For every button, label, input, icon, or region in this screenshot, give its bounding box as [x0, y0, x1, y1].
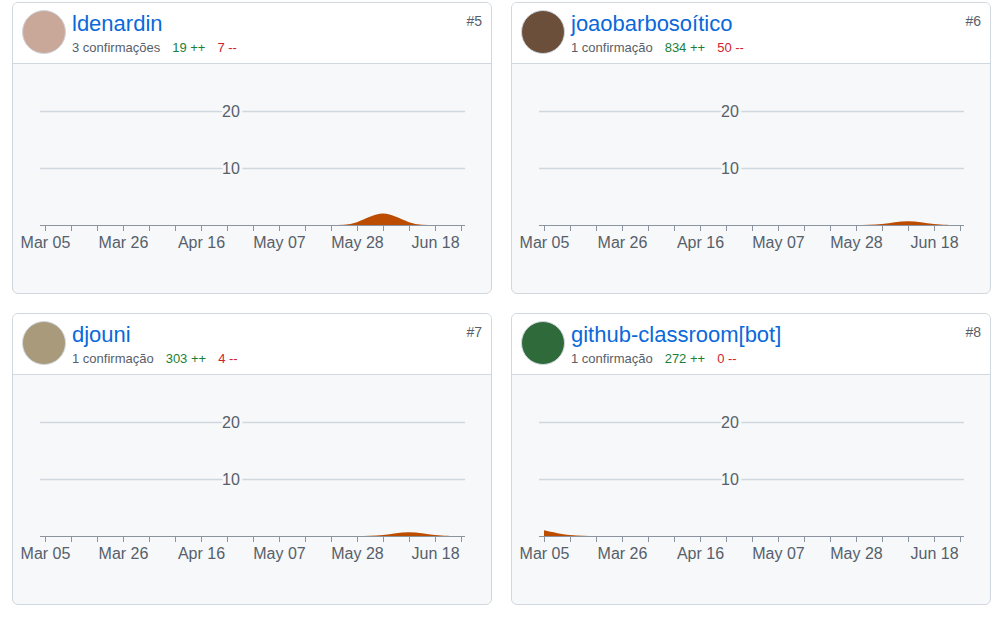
svg-text:Mar 26: Mar 26 [598, 234, 648, 251]
svg-text:Jun 18: Jun 18 [910, 545, 958, 562]
svg-text:20: 20 [721, 414, 739, 431]
svg-text:May 28: May 28 [331, 545, 384, 562]
svg-text:May 28: May 28 [830, 234, 883, 251]
svg-text:10: 10 [222, 160, 240, 177]
html-text:1 confirmação: 1 confirmação [72, 351, 154, 366]
html-text:303 ++: 303 ++ [165, 351, 207, 366]
html-text:ldenardin: ldenardin [72, 11, 163, 36]
svg-text:May 07: May 07 [253, 234, 306, 251]
svg-text:Apr 16: Apr 16 [178, 234, 225, 251]
html-text:19 ++: 19 ++ [172, 40, 206, 55]
svg-text:May 28: May 28 [331, 234, 384, 251]
svg-text:Apr 16: Apr 16 [677, 545, 724, 562]
html-text:7 --: 7 -- [217, 40, 237, 55]
svg-text:Mar 26: Mar 26 [598, 545, 648, 562]
html-text:djouni: djouni [72, 322, 131, 347]
html-text:#8: #8 [965, 324, 981, 340]
html-text:github-classroom[bot]: github-classroom[bot] [571, 322, 782, 347]
svg-text:Mar 05: Mar 05 [520, 234, 570, 251]
html-text:50 --: 50 -- [717, 40, 744, 55]
svg-text:20: 20 [721, 103, 739, 120]
svg-text:May 28: May 28 [830, 545, 883, 562]
html-text:834 ++: 834 ++ [664, 40, 706, 55]
html-text:#7: #7 [466, 324, 482, 340]
html-text:3 confirmações: 3 confirmações [72, 40, 161, 55]
html-text:272 ++: 272 ++ [664, 351, 706, 366]
html-text:1 confirmação: 1 confirmação [571, 351, 653, 366]
svg-text:Mar 26: Mar 26 [99, 545, 149, 562]
svg-text:Mar 05: Mar 05 [520, 545, 570, 562]
html-text:0 --: 0 -- [717, 351, 737, 366]
html-text:4 --: 4 -- [218, 351, 238, 366]
svg-text:Jun 18: Jun 18 [910, 234, 958, 251]
svg-text:May 07: May 07 [752, 234, 805, 251]
html-text:joaobarbosoítico: joaobarbosoítico [571, 11, 733, 36]
svg-text:20: 20 [222, 414, 240, 431]
html-text:1 confirmação: 1 confirmação [571, 40, 653, 55]
svg-text:Apr 16: Apr 16 [178, 545, 225, 562]
html-text:#6: #6 [965, 13, 981, 29]
svg-text:10: 10 [721, 160, 739, 177]
svg-text:Mar 05: Mar 05 [21, 234, 71, 251]
svg-text:May 07: May 07 [752, 545, 805, 562]
svg-text:Apr 16: Apr 16 [677, 234, 724, 251]
svg-text:Jun 18: Jun 18 [411, 234, 459, 251]
svg-text:10: 10 [222, 471, 240, 488]
svg-text:10: 10 [721, 471, 739, 488]
svg-text:Mar 26: Mar 26 [99, 234, 149, 251]
html-text:#5: #5 [466, 13, 482, 29]
svg-text:Jun 18: Jun 18 [411, 545, 459, 562]
svg-text:Mar 05: Mar 05 [21, 545, 71, 562]
svg-text:May 07: May 07 [253, 545, 306, 562]
svg-text:20: 20 [222, 103, 240, 120]
